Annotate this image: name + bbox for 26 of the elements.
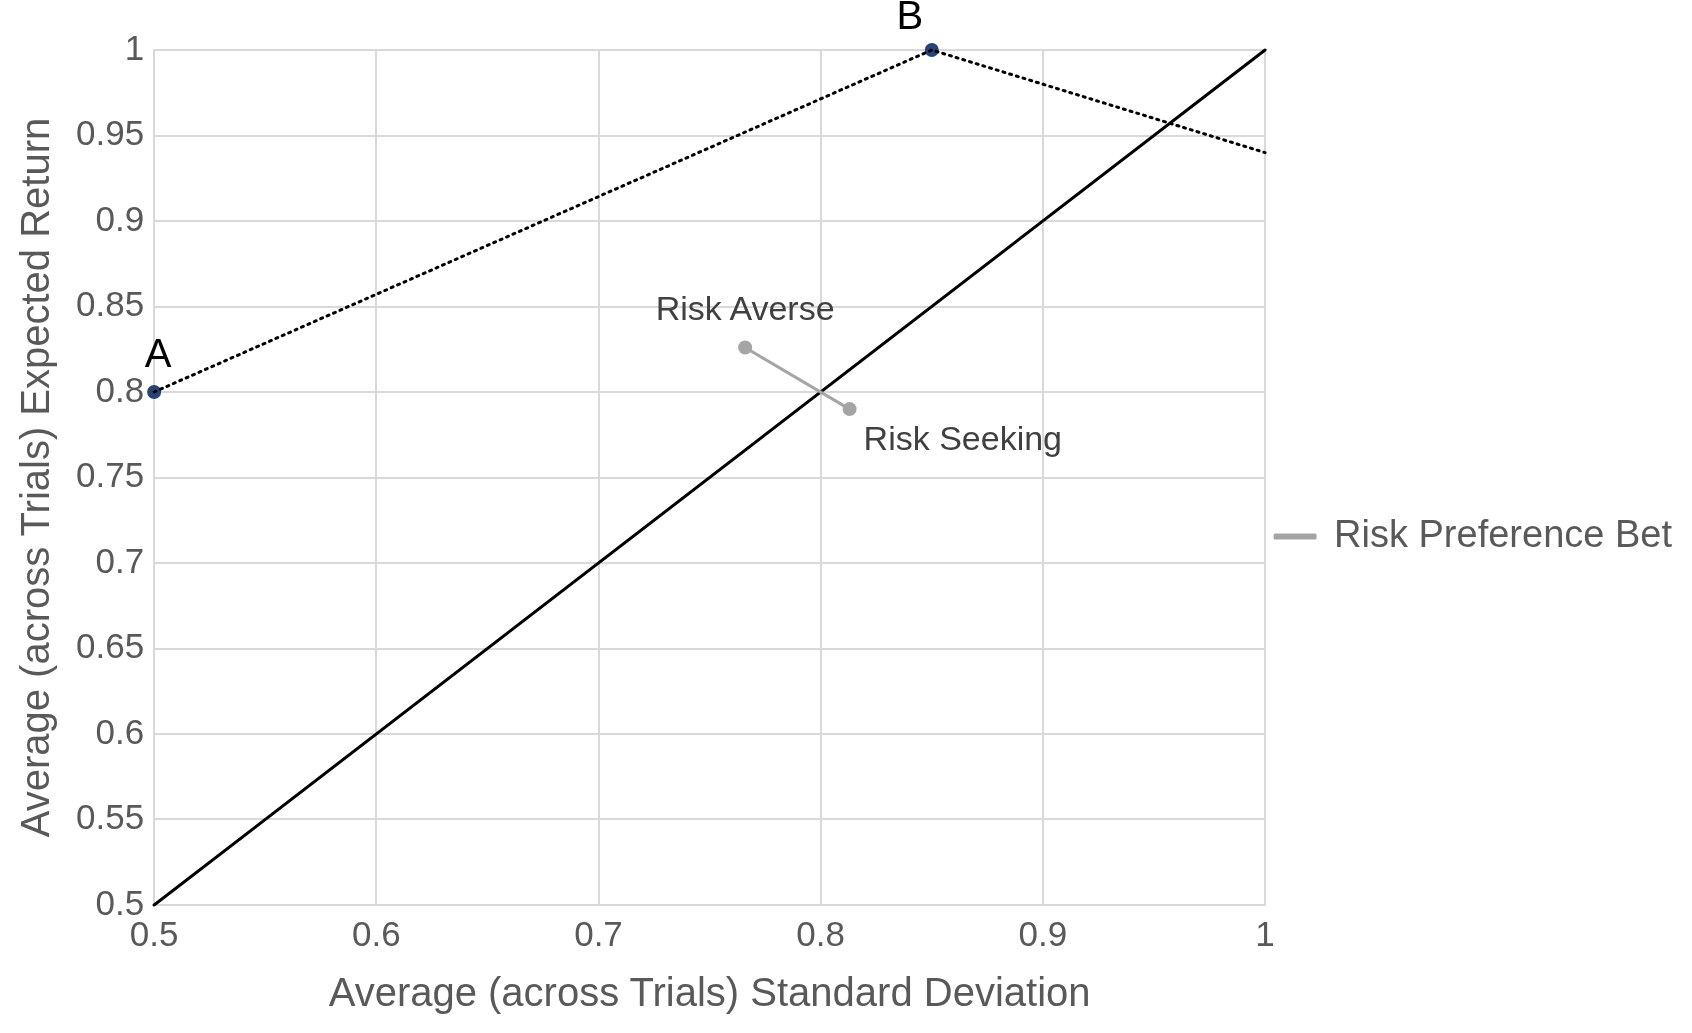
y-tick-label: 0.5 — [95, 882, 145, 922]
annotation: A — [144, 331, 172, 376]
annotation: Risk Averse — [655, 288, 835, 327]
y-tick-label: 0.65 — [76, 626, 145, 666]
x-tick-label: 0.6 — [351, 913, 401, 953]
point — [147, 385, 162, 399]
y-tick-label: 0.55 — [76, 797, 145, 837]
x-tick-label: 0.9 — [1018, 913, 1068, 953]
point — [738, 340, 753, 355]
y-tick-label: 0.7 — [95, 540, 145, 580]
point — [842, 402, 857, 417]
y-tick-label: 1 — [124, 27, 145, 67]
x-axis-title: Average (across Trials) Standard Deviation — [328, 970, 1091, 1015]
y-tick-label: 0.85 — [76, 284, 145, 324]
annotation: B — [896, 0, 924, 38]
y-axis-title: Average (across Trials) Expected Return — [13, 117, 58, 838]
y-tick-label: 0.8 — [95, 369, 145, 409]
x-tick-label: 1 — [1255, 913, 1275, 953]
y-tick-label: 0.75 — [76, 455, 145, 495]
x-tick-label: 0.7 — [574, 913, 623, 953]
y-tick-label: 0.95 — [76, 113, 145, 153]
y-tick-label: 0.9 — [95, 198, 145, 238]
x-tick-label: 0.8 — [796, 913, 846, 953]
legend-label: Risk Preference Bet — [1334, 512, 1673, 555]
y-tick-label: 0.6 — [95, 711, 145, 751]
annotation: Risk Seeking — [863, 419, 1062, 458]
